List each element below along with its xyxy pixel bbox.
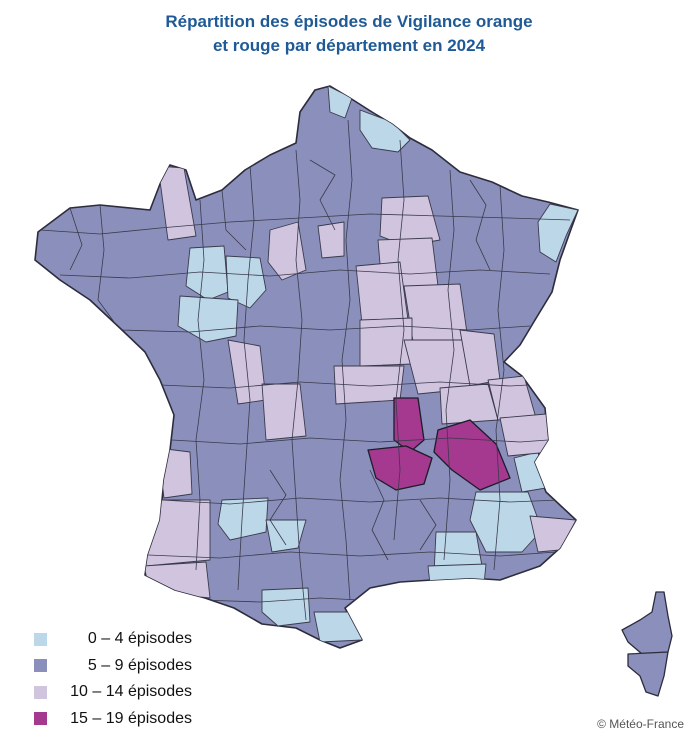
- haute-corse: [621, 591, 673, 655]
- boundary-line: [369, 469, 389, 561]
- dept-isere: [433, 419, 511, 491]
- boundary-line: [195, 199, 205, 571]
- boundary-line: [159, 381, 547, 389]
- legend-item-10-14: 10 – 14 épisodes: [34, 679, 192, 706]
- boundary-line: [393, 139, 405, 541]
- legend-item-15-19: 15 – 19 épisodes: [34, 706, 192, 733]
- boundary-line: [493, 184, 505, 571]
- dept-bas-rhin: [537, 203, 578, 263]
- map-title-line1: Répartition des épisodes de Vigilance or…: [165, 12, 533, 31]
- dept-sarthe: [225, 255, 267, 309]
- boundary-line: [147, 551, 557, 559]
- boundary-line: [119, 325, 531, 333]
- boundary-line: [39, 213, 571, 235]
- boundary-line: [221, 189, 247, 251]
- dept-lot-et-garonne: [217, 497, 269, 541]
- legend-swatch: [34, 659, 47, 673]
- corse-du-sud: [627, 651, 669, 697]
- dept-ariege: [261, 587, 311, 627]
- legend-item-5-9: 5 – 9 épisodes: [34, 653, 192, 680]
- boundary-line: [309, 159, 336, 231]
- boundary-line: [171, 437, 549, 445]
- boundary-line: [339, 119, 353, 601]
- legend-item-0-4: 0 – 4 épisodes: [34, 626, 192, 653]
- dept-hautes-alpes: [469, 491, 543, 553]
- legend-label: 0 – 4 épisodes: [87, 630, 192, 648]
- boundary-line: [161, 497, 561, 505]
- dept-pyrenees-orientales: [313, 611, 363, 643]
- legend-label: 15 – 19 épisodes: [70, 709, 192, 727]
- copyright-credit: © Météo-France: [597, 717, 684, 731]
- dept-haute-vienne: [261, 383, 307, 441]
- dept-alpes-maritimes: [529, 515, 577, 553]
- boundary-line: [59, 269, 551, 279]
- legend-swatch: [34, 712, 47, 726]
- dept-cote-dor: [403, 283, 469, 349]
- boundary-line: [469, 179, 491, 271]
- boundary-line: [69, 207, 83, 271]
- boundary-line: [269, 469, 287, 546]
- legend-label: 10 – 14 épisodes: [70, 683, 192, 701]
- boundary-line: [199, 597, 361, 603]
- boundary-line: [419, 499, 437, 551]
- legend-swatch: [34, 632, 47, 646]
- dept-bouches-du-rhone: [427, 563, 487, 585]
- map-title-line2: et rouge par département en 2024: [212, 36, 486, 55]
- map-title: Répartition des épisodes de Vigilance or…: [0, 10, 698, 58]
- boundary-line: [443, 169, 455, 561]
- boundary-line: [237, 164, 255, 591]
- dept-tarn-et-garonne: [265, 519, 307, 553]
- map-legend: 0 – 4 épisodes 5 – 9 épisodes 10 – 14 ép…: [34, 626, 192, 732]
- dept-manche: [157, 165, 197, 241]
- dept-mayenne: [185, 245, 229, 301]
- dept-maine-et-loire: [177, 295, 239, 343]
- dept-gironde: [157, 447, 193, 499]
- dept-essonne: [317, 221, 345, 259]
- dept-loire: [393, 397, 425, 453]
- legend-swatch: [34, 685, 47, 699]
- boundary-line: [291, 149, 307, 621]
- legend-label: 5 – 9 épisodes: [87, 656, 192, 674]
